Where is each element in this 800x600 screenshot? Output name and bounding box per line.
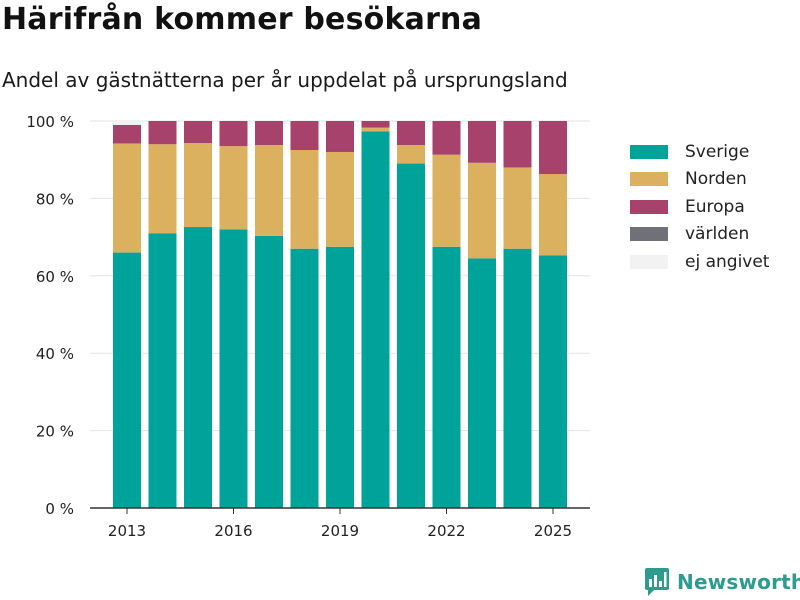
- bar-segment-europa: [361, 121, 390, 128]
- bar-segment-norden: [503, 167, 532, 249]
- bar-segment-sverige: [184, 227, 212, 508]
- brand-name: Newsworthy: [677, 570, 800, 594]
- legend-swatch-varlden: [630, 227, 668, 242]
- bar-segment-sverige: [468, 258, 496, 508]
- bar-segment-norden: [290, 150, 319, 249]
- bar-segment-sverige: [148, 233, 177, 509]
- bar-segment-norden: [432, 154, 461, 247]
- bar-segment-europa: [219, 121, 248, 147]
- legend-swatch-sverige: [630, 144, 668, 159]
- legend-swatch-ej-angivet: [630, 254, 668, 269]
- y-tick-label: 20 %: [36, 423, 74, 441]
- bar-segment-sverige: [432, 246, 461, 508]
- legend-label-ej-angivet: ej angivet: [685, 251, 770, 272]
- bar-segment-europa: [397, 121, 425, 145]
- bar-segment-europa: [432, 121, 461, 155]
- y-tick-label: 100 %: [26, 113, 74, 131]
- legend-swatch-norden: [630, 172, 668, 187]
- legend-label-norden: Norden: [685, 169, 747, 190]
- bar-segment-europa: [255, 121, 283, 145]
- bar-segment-sverige: [255, 235, 283, 508]
- x-tick-label: 2022: [427, 522, 465, 540]
- bar-segment-sverige: [361, 131, 390, 508]
- bar-segment-europa: [326, 121, 354, 152]
- x-tick-label: 2025: [534, 522, 572, 540]
- y-tick-label: 60 %: [36, 268, 74, 286]
- bar-segment-norden: [361, 127, 390, 132]
- legend-item-ej-angivet: ej angivet: [630, 248, 769, 276]
- y-tick-label: 40 %: [36, 345, 74, 363]
- bar-segment-europa: [468, 121, 496, 163]
- legend-item-sverige: Sverige: [630, 138, 769, 166]
- legend-item-europa: Europa: [630, 193, 769, 221]
- x-tick-label: 2019: [321, 522, 359, 540]
- bar-segment-norden: [468, 162, 496, 259]
- bar-segment-sverige: [113, 252, 141, 508]
- bar-segment-europa: [503, 121, 532, 168]
- legend-swatch-europa: [630, 199, 668, 214]
- bar-segment-sverige: [397, 163, 425, 508]
- legend-label-sverige: Sverige: [685, 141, 750, 162]
- legend-label-varlden: världen: [685, 224, 750, 245]
- bar-segment-ej-angivet: [113, 121, 141, 125]
- legend-item-varlden: världen: [630, 221, 769, 249]
- x-tick-label: 2016: [214, 522, 252, 540]
- bar-segment-sverige: [290, 248, 319, 508]
- chart-title: Härifrån kommer besökarna: [2, 2, 483, 37]
- bar-segment-norden: [255, 144, 283, 236]
- bar-segment-norden: [113, 143, 141, 253]
- newsworthy-logo-icon: [645, 568, 669, 596]
- bar-segment-europa: [184, 121, 212, 144]
- bar-segment-sverige: [503, 248, 532, 508]
- x-tick-label: 2013: [108, 522, 146, 540]
- chart-subtitle: Andel av gästnätterna per år uppdelat på…: [2, 68, 568, 92]
- bar-segment-europa: [113, 124, 141, 144]
- bar-segment-norden: [184, 143, 212, 228]
- legend-label-europa: Europa: [685, 196, 745, 217]
- stacked-bar-chart: 0 % 20 % 40 % 60 % 80 % 100 % 2013 2016 2019 2022…: [26, 113, 590, 540]
- bar-segment-sverige: [539, 255, 567, 508]
- bar-segment-sverige: [326, 246, 354, 508]
- bar-segment-norden: [397, 144, 425, 164]
- y-tick-label: 80 %: [36, 190, 74, 208]
- bar-segment-norden: [148, 144, 177, 234]
- bar-segment-norden: [219, 146, 248, 230]
- bar-segment-sverige: [219, 229, 248, 509]
- chart-legend: Sverige Norden Europa världen ej angivet: [630, 138, 769, 276]
- bar-segment-norden: [326, 151, 354, 247]
- legend-item-norden: Norden: [630, 166, 769, 194]
- bar-segment-norden: [539, 174, 567, 256]
- bar-segment-europa: [539, 121, 567, 175]
- bar-segment-europa: [148, 121, 177, 145]
- newsworthy-brand: Newsworthy: [645, 568, 800, 596]
- bar-segment-europa: [290, 121, 319, 151]
- y-tick-label: 0 %: [45, 500, 74, 518]
